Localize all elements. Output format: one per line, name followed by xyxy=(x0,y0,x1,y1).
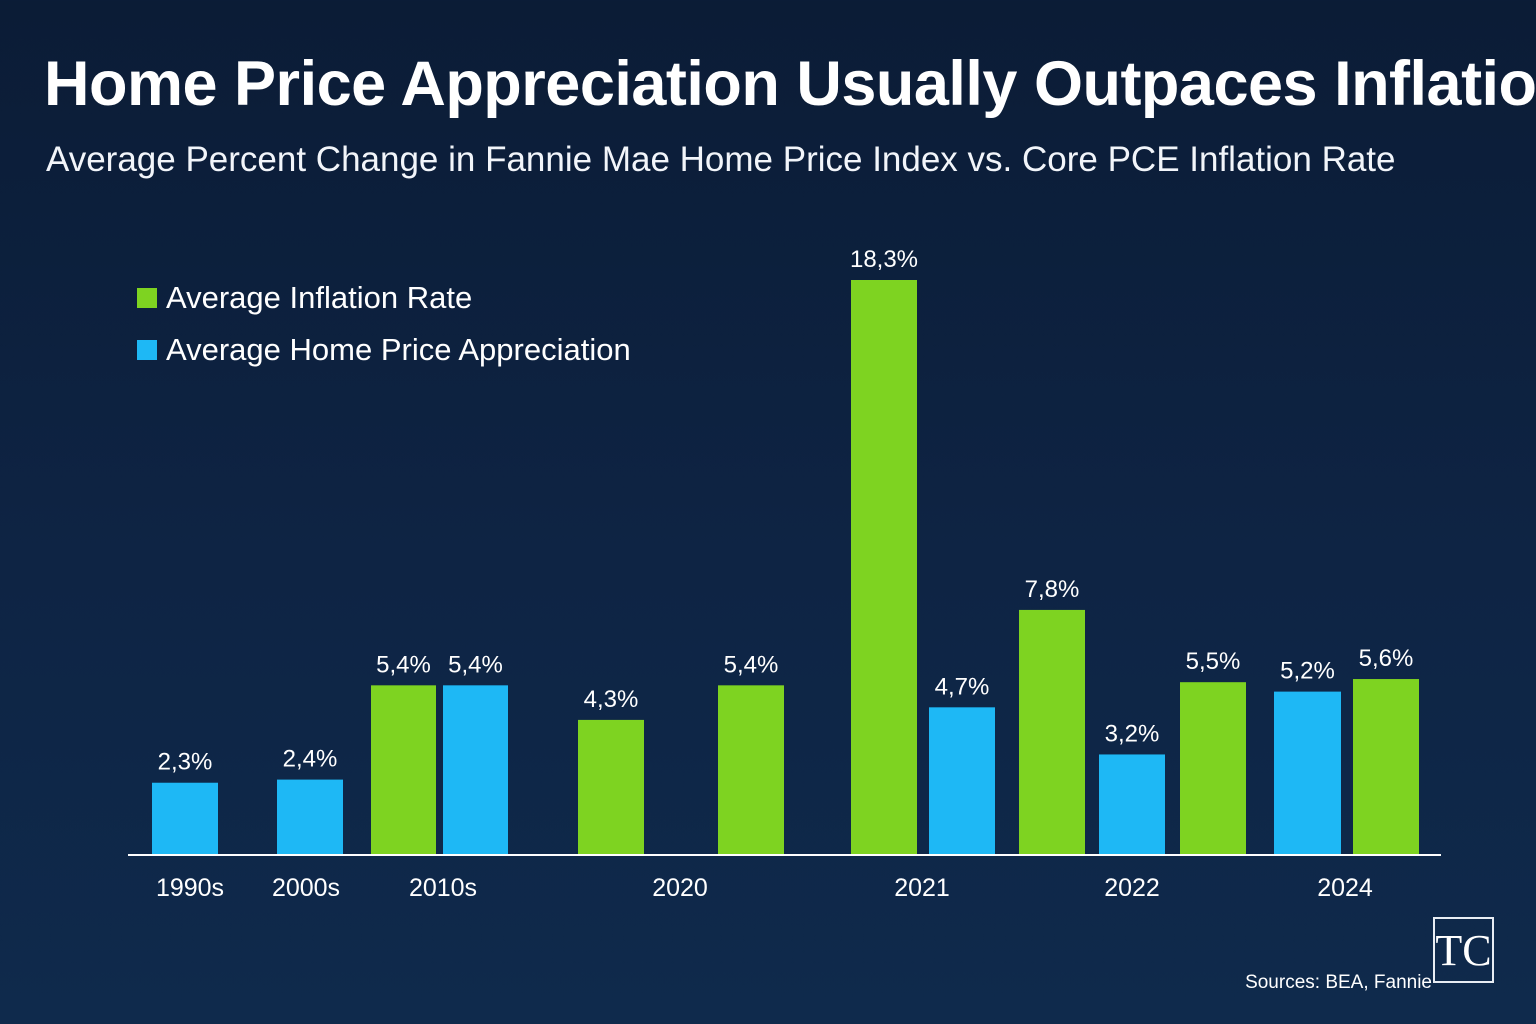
data-label-2022: 3,2% xyxy=(1105,720,1160,747)
legend-swatch-inflation xyxy=(137,288,157,308)
bar-home-price-1990s xyxy=(152,782,218,855)
bar-home-price-2021 xyxy=(929,707,995,855)
data-label-2024: 5,6% xyxy=(1359,645,1414,672)
chart-title: Home Price Appreciation Usually Outpaces… xyxy=(44,49,1536,119)
data-label-2010s: 5,4% xyxy=(448,651,503,678)
bar-inflation-2022 xyxy=(1180,682,1246,855)
legend-label-home-price: Average Home Price Appreciation xyxy=(166,332,631,367)
data-label-2021: 18,3% xyxy=(850,246,918,273)
data-label-2000s: 2,4% xyxy=(283,746,338,773)
bar-inflation-2024 xyxy=(1353,679,1419,855)
tc-logo: TC xyxy=(1433,917,1494,983)
bar-inflation-2010s xyxy=(371,685,436,855)
chart-legend: Average Inflation Rate Average Home Pric… xyxy=(137,272,631,376)
data-label-2022: 7,8% xyxy=(1025,576,1080,603)
legend-swatch-home-price xyxy=(137,340,157,360)
x-tick-label-2021: 2021 xyxy=(894,874,950,902)
bar-home-price-2010s xyxy=(443,685,508,855)
chart-subtitle: Average Percent Change in Fannie Mae Hom… xyxy=(46,140,1396,179)
data-label-2020: 4,3% xyxy=(584,686,639,713)
data-label-2024: 5,2% xyxy=(1280,658,1335,685)
x-tick-label-2010s: 2010s xyxy=(409,874,477,902)
x-tick-label-2024: 2024 xyxy=(1317,874,1373,902)
data-label-2020: 5,4% xyxy=(724,651,779,678)
bar-home-price-2022 xyxy=(1099,754,1165,855)
data-label-2022: 5,5% xyxy=(1186,648,1241,675)
data-label-2010s: 5,4% xyxy=(376,651,431,678)
bar-inflation-2022 xyxy=(1019,609,1085,855)
data-label-1990s: 2,3% xyxy=(158,749,213,776)
bar-home-price-2024 xyxy=(1274,691,1341,855)
x-tick-label-1990s: 1990s xyxy=(156,874,224,902)
x-tick-label-2020: 2020 xyxy=(652,874,708,902)
bar-inflation-2020 xyxy=(718,685,784,855)
legend-item-inflation: Average Inflation Rate xyxy=(137,272,631,324)
data-label-2021: 4,7% xyxy=(935,673,990,700)
bar-home-price-2000s xyxy=(277,779,343,855)
bar-inflation-2020 xyxy=(578,719,644,855)
x-tick-label-2000s: 2000s xyxy=(272,874,340,902)
legend-item-home-price: Average Home Price Appreciation xyxy=(137,324,631,376)
bar-inflation-2021 xyxy=(851,280,917,855)
x-tick-label-2022: 2022 xyxy=(1104,874,1160,902)
source-note: Sources: BEA, Fannie xyxy=(1245,972,1432,993)
legend-label-inflation: Average Inflation Rate xyxy=(166,280,473,315)
